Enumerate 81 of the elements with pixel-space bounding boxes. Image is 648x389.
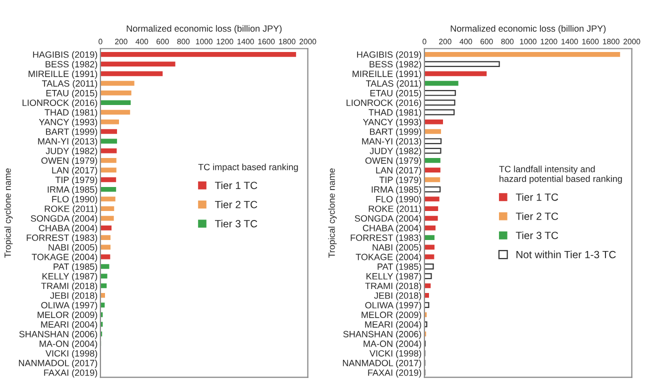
y-tick-label: BART (1999) <box>46 128 98 137</box>
legend-title: TC landfall intensity and hazard potential based ranking <box>499 166 622 184</box>
y-tick-label: PAT (1985) <box>54 263 98 272</box>
y-axis-title: Tropical cyclone name <box>4 168 13 258</box>
y-tick-label: VICKI (1998) <box>370 350 422 358</box>
y-tick-label: OWEN (1979) <box>41 157 98 166</box>
y-tick-label: JEBI (2018) <box>50 292 98 301</box>
y-tick-label: BESS (1982) <box>370 60 422 70</box>
y-tick-label: TALAS (2011) <box>366 80 422 88</box>
y-tick-label: CHABA (2004) <box>362 224 422 234</box>
y-tick-label: FORREST (1983) <box>350 234 422 243</box>
y-axis-title: Tropical cyclone name <box>328 168 337 258</box>
legend-label: Tier 2 TC <box>516 212 558 220</box>
y-tick-label: NABI (2005) <box>372 244 422 252</box>
y-tick-label: MEARI (2004) <box>365 321 422 330</box>
y-tick-label: KELLY (1987) <box>42 272 98 282</box>
y-tick-label: MELOR (2009) <box>362 311 422 320</box>
legend-title: TC impact based ranking <box>198 164 298 172</box>
y-tick-label: ROKE (2011) <box>368 205 422 214</box>
y-tick-label: LIONROCK (2016) <box>346 99 422 108</box>
y-tick-label: TIP (1979) <box>55 176 98 185</box>
y-tick-label: HAGIBIS (2019) <box>357 51 422 60</box>
y-tick-label: OLIWA (1997) <box>41 302 98 310</box>
y-tick-label: LAN (2017) <box>376 166 422 176</box>
y-tick-label: VICKI (1998) <box>46 350 98 358</box>
legend-label: Not within Tier 1-3 TC <box>516 250 616 258</box>
y-tick-label: LAN (2017) <box>52 166 98 176</box>
legend-label: Tier 3 TC <box>516 231 558 240</box>
legend-label: Tier 1 TC <box>516 193 558 201</box>
y-tick-label: IRMA (1985) <box>372 186 422 194</box>
y-tick-label: NABI (2005) <box>48 244 98 252</box>
y-tick-label: JUDY (1982) <box>46 148 98 156</box>
y-tick-label: CHABA (2004) <box>38 224 98 234</box>
y-tick-label: BESS (1982) <box>46 60 98 70</box>
legend-label: Tier 1 TC <box>214 181 258 190</box>
x-axis-title: Normalized economic loss (billion JPY) <box>126 25 282 34</box>
x-axis-title: Normalized economic loss (billion JPY) <box>450 25 606 34</box>
y-tick-label: IRMA (1985) <box>48 186 98 194</box>
y-tick-label: MIREILLE (1991) <box>352 70 422 79</box>
y-tick-label: JEBI (2018) <box>374 292 422 301</box>
y-tick-label: MAN-YI (2013) <box>38 138 98 146</box>
y-tick-label: BART (1999) <box>370 128 422 137</box>
y-tick-label: OLIWA (1997) <box>365 302 422 310</box>
y-tick-label: TRAMI (2018) <box>365 282 422 291</box>
y-tick-label: PAT (1985) <box>378 263 422 272</box>
y-tick-label: JUDY (1982) <box>370 148 422 156</box>
y-tick-label: FORREST (1983) <box>26 234 98 243</box>
y-tick-label: ETAU (2015) <box>46 90 98 98</box>
y-tick-label: OWEN (1979) <box>365 157 422 166</box>
y-tick-label: SHANSHAN (2006) <box>19 330 98 340</box>
y-tick-label: SONGDA (2004) <box>354 215 422 224</box>
y-tick-label: MA-ON (2004) <box>40 340 98 349</box>
y-tick-label: THAD (1981) <box>44 108 98 118</box>
y-tick-label: FLO (1990) <box>52 196 98 204</box>
y-tick-label: THAD (1981) <box>368 108 422 118</box>
y-tick-label: MELOR (2009) <box>38 311 98 320</box>
y-tick-label: FAXAI (2019) <box>368 369 422 378</box>
y-tick-label: KELLY (1987) <box>366 272 422 282</box>
legend-label: Tier 3 TC <box>214 220 258 228</box>
y-tick-label: FAXAI (2019) <box>44 369 98 378</box>
y-tick-label: ETAU (2015) <box>370 90 422 98</box>
y-tick-label: MIREILLE (1991) <box>28 70 98 79</box>
y-tick-label: MAN-YI (2013) <box>362 138 422 146</box>
y-tick-label: FLO (1990) <box>376 196 422 204</box>
y-tick-label: NANMADOL (2017) <box>342 360 422 368</box>
y-tick-label: TRAMI (2018) <box>41 282 98 291</box>
y-tick-label: MA-ON (2004) <box>364 340 422 349</box>
y-tick-label: ROKE (2011) <box>44 205 98 214</box>
y-tick-label: SHANSHAN (2006) <box>343 330 422 340</box>
y-tick-label: MEARI (2004) <box>41 321 98 330</box>
y-tick-label: TOKAGE (2004) <box>356 254 422 262</box>
y-tick-label: YANCY (1993) <box>38 118 98 128</box>
legend-label: Tier 2 TC <box>214 200 258 208</box>
y-tick-label: HAGIBIS (2019) <box>33 51 98 60</box>
y-tick-label: SONGDA (2004) <box>30 215 98 224</box>
y-tick-label: NANMADOL (2017) <box>18 360 98 368</box>
y-tick-label: TOKAGE (2004) <box>32 254 98 262</box>
y-tick-label: LIONROCK (2016) <box>22 99 98 108</box>
y-tick-label: TIP (1979) <box>379 176 422 185</box>
y-tick-label: TALAS (2011) <box>42 80 98 88</box>
y-tick-label: YANCY (1993) <box>362 118 422 128</box>
